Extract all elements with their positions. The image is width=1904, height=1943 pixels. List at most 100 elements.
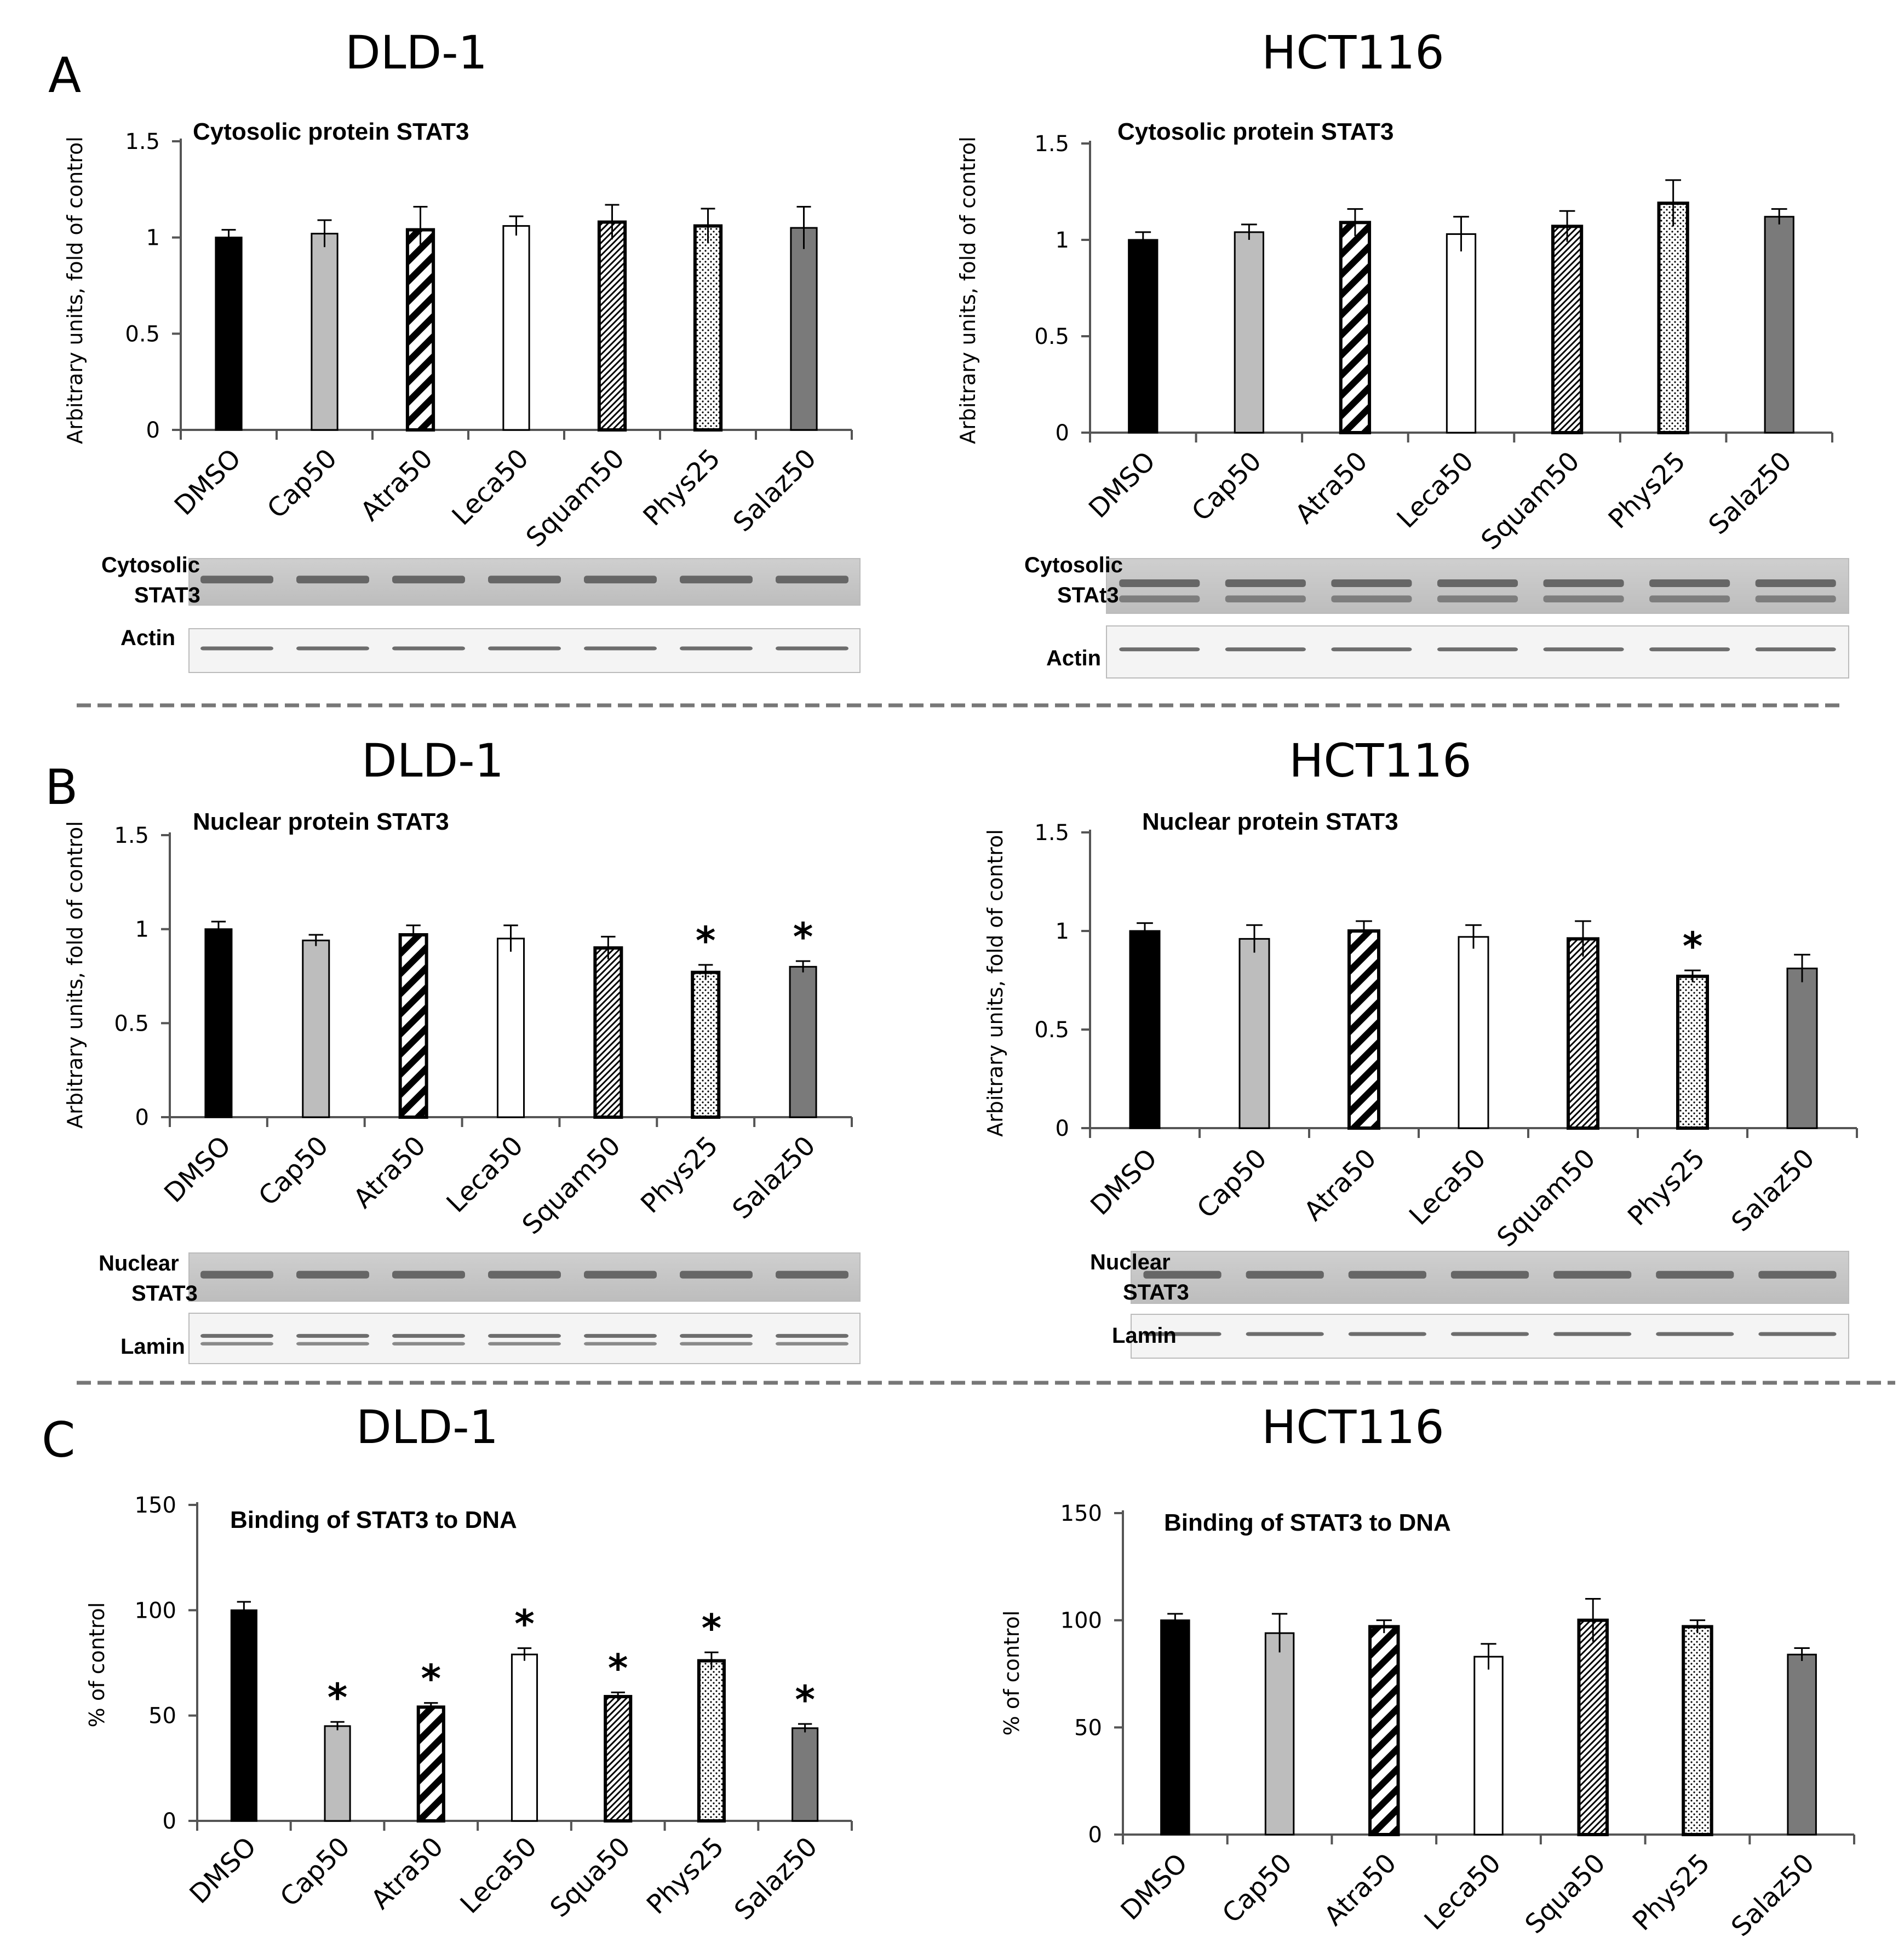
cell-line-title: DLD-1 bbox=[345, 26, 488, 79]
y-axis-label: Arbitrary units, fold of control bbox=[956, 136, 980, 444]
blot-strip bbox=[188, 558, 861, 606]
blot-band bbox=[1119, 647, 1200, 652]
blot-band bbox=[296, 576, 369, 584]
category-label: Cap50 bbox=[261, 443, 343, 525]
y-tick-label: 1.5 bbox=[125, 129, 160, 154]
category-label: Leca50 bbox=[446, 443, 535, 531]
category-label: Leca50 bbox=[455, 1831, 543, 1919]
y-tick-label: 50 bbox=[148, 1704, 176, 1729]
blot-band bbox=[1553, 1271, 1632, 1279]
y-tick-label: 1.5 bbox=[1034, 820, 1069, 846]
blot-strip bbox=[188, 1252, 861, 1302]
blot-strip bbox=[188, 628, 861, 673]
blot-band bbox=[1143, 1271, 1221, 1279]
blot-band bbox=[488, 1342, 561, 1346]
bar-Leca50 bbox=[1446, 233, 1477, 434]
bar-Squam50 bbox=[597, 220, 627, 432]
blot-band bbox=[1143, 1332, 1221, 1336]
blot-background bbox=[188, 1313, 861, 1364]
blot-background bbox=[188, 628, 861, 673]
blot-band bbox=[1543, 595, 1624, 602]
cell-line-title: HCT116 bbox=[1261, 1400, 1444, 1454]
category-label: Atra50 bbox=[365, 1831, 449, 1915]
blot-label: STAt3 bbox=[1057, 583, 1119, 607]
blot-band bbox=[1543, 579, 1624, 587]
significance-star: * bbox=[328, 1675, 348, 1720]
category-label: DMSO bbox=[158, 1130, 237, 1209]
blot-band bbox=[584, 1271, 657, 1279]
y-tick-label: 100 bbox=[1060, 1608, 1102, 1634]
blot-label: Lamin bbox=[1112, 1324, 1177, 1348]
chart-A-HCT116: HCT116 Cytosolic protein STAT3 Arbitrary u… bbox=[956, 26, 1849, 679]
category-label: Phys25 bbox=[1627, 1848, 1716, 1937]
blot-band bbox=[296, 1271, 369, 1279]
y-axis-label: % of control bbox=[1000, 1611, 1024, 1736]
blot-band bbox=[1246, 1271, 1324, 1279]
chart-C-HCT116: HCT116 Binding of STAT3 to DNA % of contro… bbox=[1000, 1400, 1855, 1942]
bar-Atra50 bbox=[398, 933, 428, 1119]
bar-Cap50 bbox=[1264, 1632, 1295, 1836]
chart-B-HCT116: HCT116 Nuclear protein STAT3 Arbitrary uni… bbox=[983, 734, 1858, 1359]
blot-band bbox=[1119, 595, 1200, 602]
chart-title: Cytosolic protein STAT3 bbox=[193, 118, 469, 145]
blot-band bbox=[1543, 647, 1624, 652]
blot-band bbox=[776, 646, 848, 651]
y-tick-label: 0.5 bbox=[114, 1011, 149, 1036]
significance-star: * bbox=[1683, 924, 1703, 969]
blot-band bbox=[584, 646, 657, 651]
category-label: Cap50 bbox=[274, 1831, 356, 1913]
y-axis-label: Arbitrary units, fold of control bbox=[63, 821, 87, 1129]
blot-band bbox=[392, 646, 465, 651]
blot-band bbox=[680, 1271, 753, 1279]
y-tick-label: 150 bbox=[1060, 1501, 1102, 1526]
cell-line-title: DLD-1 bbox=[356, 1400, 498, 1454]
blot-band bbox=[1331, 579, 1412, 587]
category-label: Atra50 bbox=[1318, 1848, 1402, 1931]
bar-Phys25 bbox=[691, 970, 721, 1119]
blot-band bbox=[200, 576, 273, 584]
bar-Atra50 bbox=[1347, 929, 1380, 1130]
blot-band bbox=[1649, 595, 1730, 602]
blot-band bbox=[488, 1333, 561, 1338]
bar-Salaz50 bbox=[1787, 1653, 1817, 1836]
significance-star: * bbox=[696, 918, 716, 963]
blot-band bbox=[1656, 1332, 1734, 1336]
blot-band bbox=[1758, 1332, 1837, 1336]
blot-strip bbox=[1106, 558, 1849, 614]
bar-Salaz50 bbox=[789, 965, 817, 1118]
category-label: Squam50 bbox=[1475, 446, 1585, 556]
y-tick-label: 0 bbox=[146, 418, 160, 443]
blot-band bbox=[1246, 1332, 1324, 1336]
category-label: DMSO bbox=[1115, 1848, 1194, 1926]
blot-band bbox=[1225, 647, 1306, 652]
bar-Phys25 bbox=[1682, 1625, 1713, 1837]
y-axis-label: % of control bbox=[85, 1602, 109, 1728]
y-tick-label: 0 bbox=[1088, 1823, 1102, 1848]
blot-label: Cytosolic bbox=[1024, 553, 1123, 577]
bar-Squam50 bbox=[1551, 225, 1584, 434]
cell-line-title: HCT116 bbox=[1261, 26, 1444, 79]
significance-star: * bbox=[514, 1602, 535, 1647]
bar-Salaz50 bbox=[790, 227, 818, 431]
y-tick-label: 150 bbox=[135, 1493, 176, 1518]
category-label: Squam50 bbox=[520, 443, 630, 553]
bar-Atra50 bbox=[416, 1705, 445, 1823]
category-label: Leca50 bbox=[1419, 1848, 1507, 1936]
bar-DMSO bbox=[215, 237, 243, 431]
blot-band bbox=[680, 646, 753, 651]
blot-band bbox=[1437, 579, 1518, 587]
blot-band bbox=[1450, 1271, 1529, 1279]
bar-DMSO bbox=[230, 1609, 257, 1822]
bar-Phys25 bbox=[693, 224, 723, 432]
blot-band bbox=[1656, 1271, 1734, 1279]
category-label: Squam50 bbox=[1491, 1143, 1601, 1253]
blot-band bbox=[1331, 595, 1412, 602]
blot-band bbox=[200, 646, 273, 651]
bar-Cap50 bbox=[302, 939, 330, 1118]
y-tick-label: 50 bbox=[1074, 1715, 1102, 1740]
bar-Cap50 bbox=[1234, 231, 1264, 434]
blot-band bbox=[1225, 595, 1306, 602]
y-tick-label: 100 bbox=[135, 1598, 176, 1623]
blot-band bbox=[488, 576, 561, 584]
